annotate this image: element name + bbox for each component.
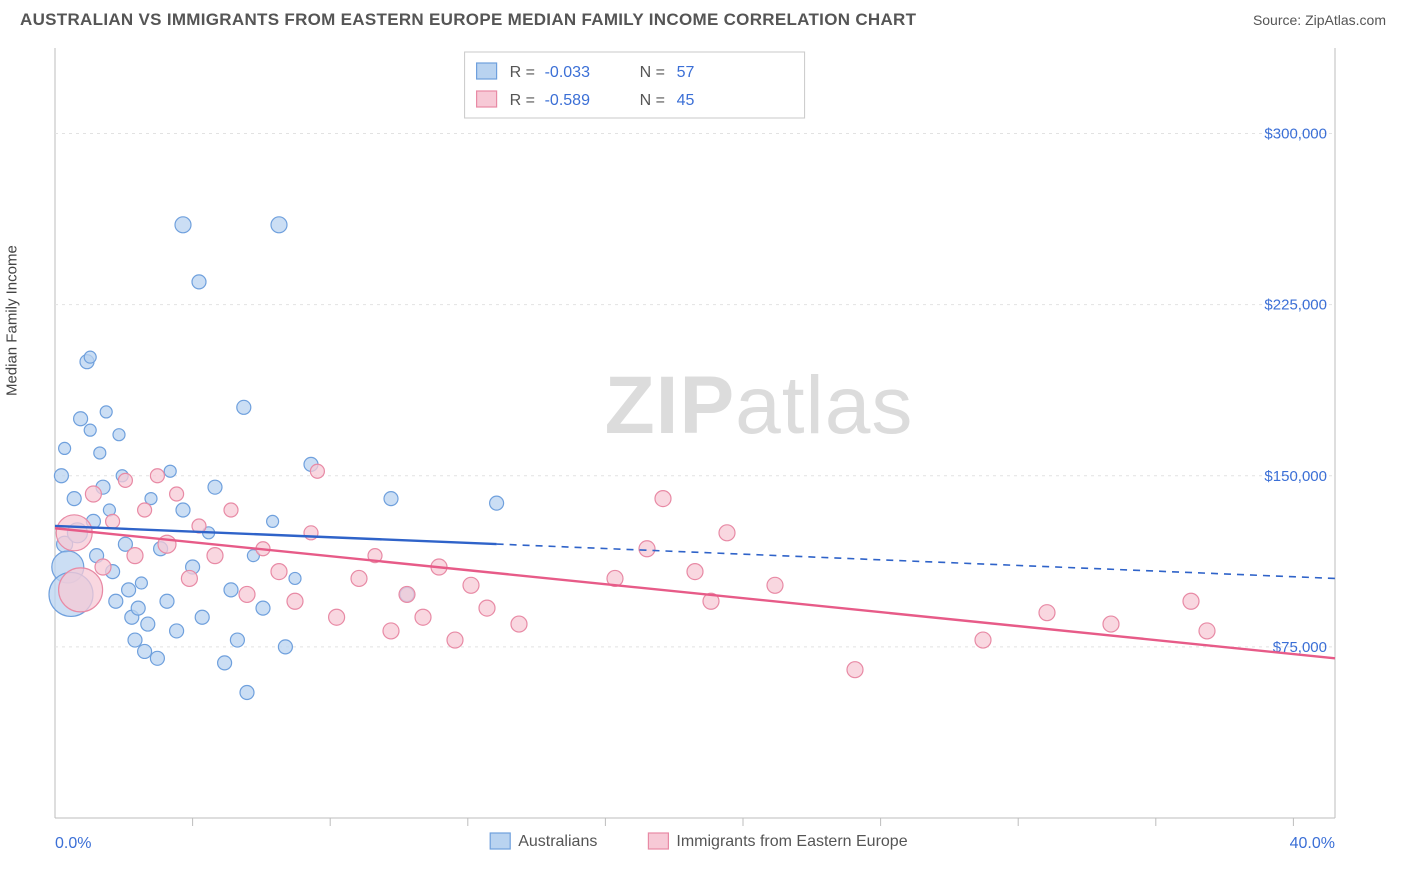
svg-text:$300,000: $300,000: [1264, 126, 1327, 143]
svg-text:-0.033: -0.033: [545, 64, 590, 81]
svg-text:R =: R =: [510, 64, 535, 81]
chart-title: AUSTRALIAN VS IMMIGRANTS FROM EASTERN EU…: [20, 10, 916, 30]
svg-text:R =: R =: [510, 92, 535, 109]
svg-text:0.0%: 0.0%: [55, 835, 91, 852]
svg-text:Immigrants from Eastern Europe: Immigrants from Eastern Europe: [676, 833, 907, 850]
y-axis-label: Median Family Income: [4, 245, 21, 396]
svg-text:57: 57: [677, 64, 695, 81]
svg-text:-0.589: -0.589: [545, 92, 590, 109]
source-attribution: Source: ZipAtlas.com: [1253, 12, 1386, 28]
svg-text:N =: N =: [640, 64, 665, 81]
correlation-scatter-chart: $75,000$150,000$225,000$300,000ZIPatlasR…: [20, 38, 1355, 888]
svg-text:Australians: Australians: [518, 833, 597, 850]
source-prefix: Source:: [1253, 12, 1305, 28]
svg-text:40.0%: 40.0%: [1290, 835, 1335, 852]
svg-text:45: 45: [677, 92, 695, 109]
svg-text:ZIPatlas: ZIPatlas: [605, 360, 914, 451]
source-link[interactable]: ZipAtlas.com: [1305, 12, 1386, 28]
svg-text:$150,000: $150,000: [1264, 468, 1327, 485]
svg-text:N =: N =: [640, 92, 665, 109]
svg-text:$225,000: $225,000: [1264, 297, 1327, 314]
